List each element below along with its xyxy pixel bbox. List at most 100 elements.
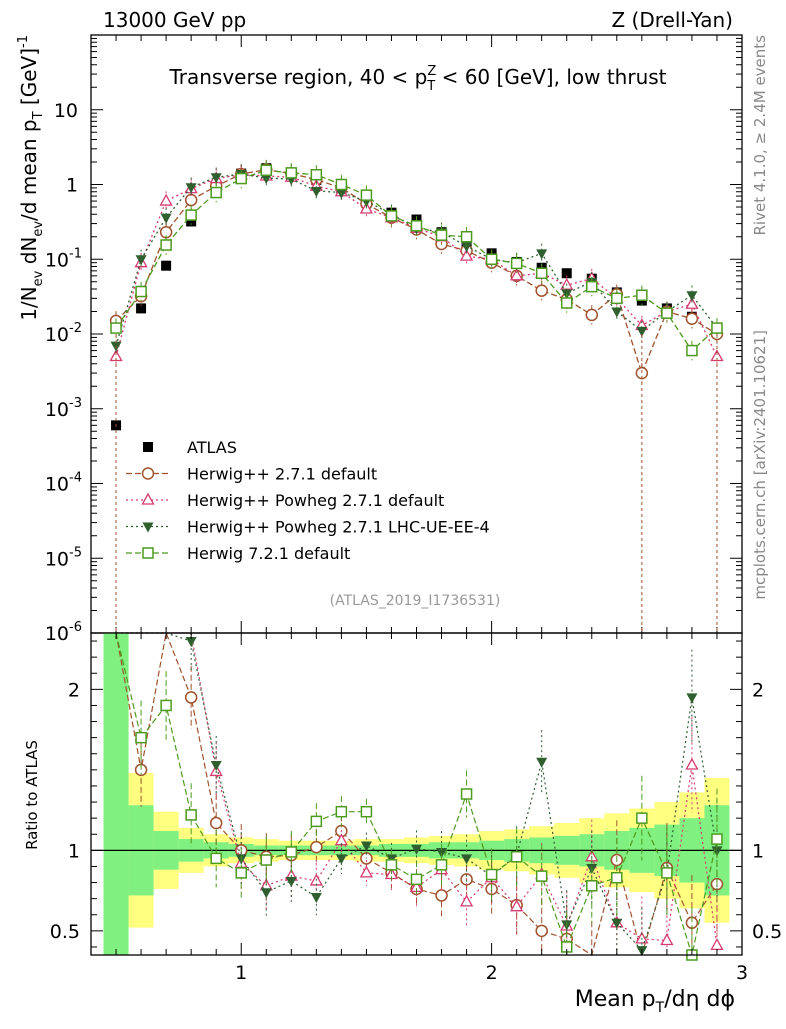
ratio-point (360, 805, 373, 818)
ratio-point (636, 812, 648, 824)
data-point (159, 193, 173, 206)
ratio-point (285, 876, 297, 887)
y-tick-label: 10-4 (45, 471, 82, 496)
main-panel: Transverse region, 40 < pZ T < 60 [GeV], … (16, 34, 743, 645)
series-1 (109, 159, 724, 383)
x-tick-label: 3 (736, 962, 748, 984)
ratio-point (459, 894, 474, 907)
data-point (160, 213, 172, 224)
data-point (385, 210, 398, 222)
legend-item: Herwig 7.2.1 default (126, 544, 350, 563)
data-point (184, 193, 198, 207)
data-point (685, 296, 699, 309)
ratio-point (435, 889, 448, 902)
ratio-point (586, 880, 598, 892)
ratio-point (461, 854, 473, 865)
series-3 (110, 164, 723, 356)
data-point (110, 322, 122, 334)
data-point (510, 268, 524, 281)
data-point (686, 291, 698, 302)
ratio-point (310, 840, 323, 854)
ratio-point (661, 867, 673, 879)
ratio-point (185, 809, 197, 821)
data-point (536, 249, 548, 260)
ratio-y-tick-label: 1 (68, 840, 80, 862)
y-axis-label: 1/Nev dNev/d mean pT [GeV]-1 (16, 35, 46, 321)
legend-marker (141, 492, 155, 505)
data-point (460, 230, 473, 243)
data-point (310, 186, 322, 197)
header-right: Z (Drell-Yan) (611, 8, 733, 32)
y-tick-label: 10-2 (45, 321, 82, 346)
ratio-point (235, 867, 247, 879)
data-point (711, 322, 723, 334)
legend-item: Herwig++ 2.7.1 default (126, 465, 377, 484)
ratio-point (611, 918, 623, 929)
uncertainty-band-inner (103, 633, 129, 955)
series-0 (111, 163, 722, 431)
x-tick-label: 1 (235, 962, 247, 984)
series-line (115, 168, 718, 375)
ratio-point (184, 691, 198, 704)
ratio-point (310, 815, 323, 828)
data-point (485, 253, 498, 265)
data-point (535, 267, 548, 279)
ratio-y-tick-label: 1 (752, 840, 764, 862)
ratio-point (210, 761, 222, 772)
ratio-point (685, 757, 699, 770)
legend-marker (142, 522, 154, 533)
ratio-point (160, 699, 172, 712)
ratio-point (510, 851, 523, 863)
ratio-series-0 (115, 630, 724, 958)
y-tick-label: 10-3 (45, 396, 82, 421)
ratio-y-tick-label: 0.5 (50, 921, 80, 943)
ratio-panel: Ratio to ATLAS Mean pT/dη dϕ 0.5 0.5 1 1 2 2 1… (23, 630, 782, 1016)
legend-marker (141, 467, 155, 480)
data-point (185, 209, 197, 221)
header-left: 13000 GeV pp (103, 8, 246, 32)
data-point (135, 255, 147, 266)
ratio-point (260, 854, 273, 866)
x-axis-label: Mean pT/dη dϕ (575, 987, 735, 1016)
data-point (611, 292, 623, 305)
ratio-series-1 (116, 632, 724, 955)
legend-item: Herwig++ Powheg 2.7.1 LHC-UE-EE-4 (126, 518, 490, 537)
data-point (461, 242, 473, 253)
legend-item: ATLAS (143, 438, 237, 457)
data-point (161, 260, 172, 271)
ratio-point (135, 731, 147, 744)
data-point (136, 303, 147, 314)
ratio-point (285, 846, 298, 858)
data-point (685, 312, 699, 325)
data-point (561, 268, 572, 279)
x-tick-label: 2 (486, 962, 498, 984)
ratio-point (711, 846, 723, 857)
ratio-line (115, 630, 718, 958)
ratio-y-label: Ratio to ATLAS (23, 740, 41, 850)
ratio-point (209, 816, 223, 830)
ratio-point (310, 893, 322, 904)
ratio-point (460, 788, 473, 800)
data-point (535, 284, 548, 297)
data-point (636, 326, 648, 337)
data-point (335, 178, 348, 191)
data-point (160, 239, 172, 251)
ratio-series-3 (115, 632, 723, 961)
ratio-point (535, 870, 548, 882)
legend-label: ATLAS (187, 438, 237, 457)
data-point (585, 308, 599, 322)
y-tick-label: 1 (66, 175, 78, 197)
legend-marker (142, 547, 154, 559)
ratio-y-tick-label: 2 (68, 679, 80, 701)
data-point (586, 280, 598, 293)
ratio-point (710, 937, 724, 950)
ratio-point (611, 871, 623, 884)
series-line (115, 169, 718, 352)
legend-label: Herwig++ Powheg 2.7.1 default (187, 491, 444, 510)
ratio-point (660, 933, 674, 946)
data-point (285, 167, 298, 179)
legend-marker (143, 442, 153, 452)
data-point (611, 307, 623, 318)
data-point (186, 216, 197, 227)
